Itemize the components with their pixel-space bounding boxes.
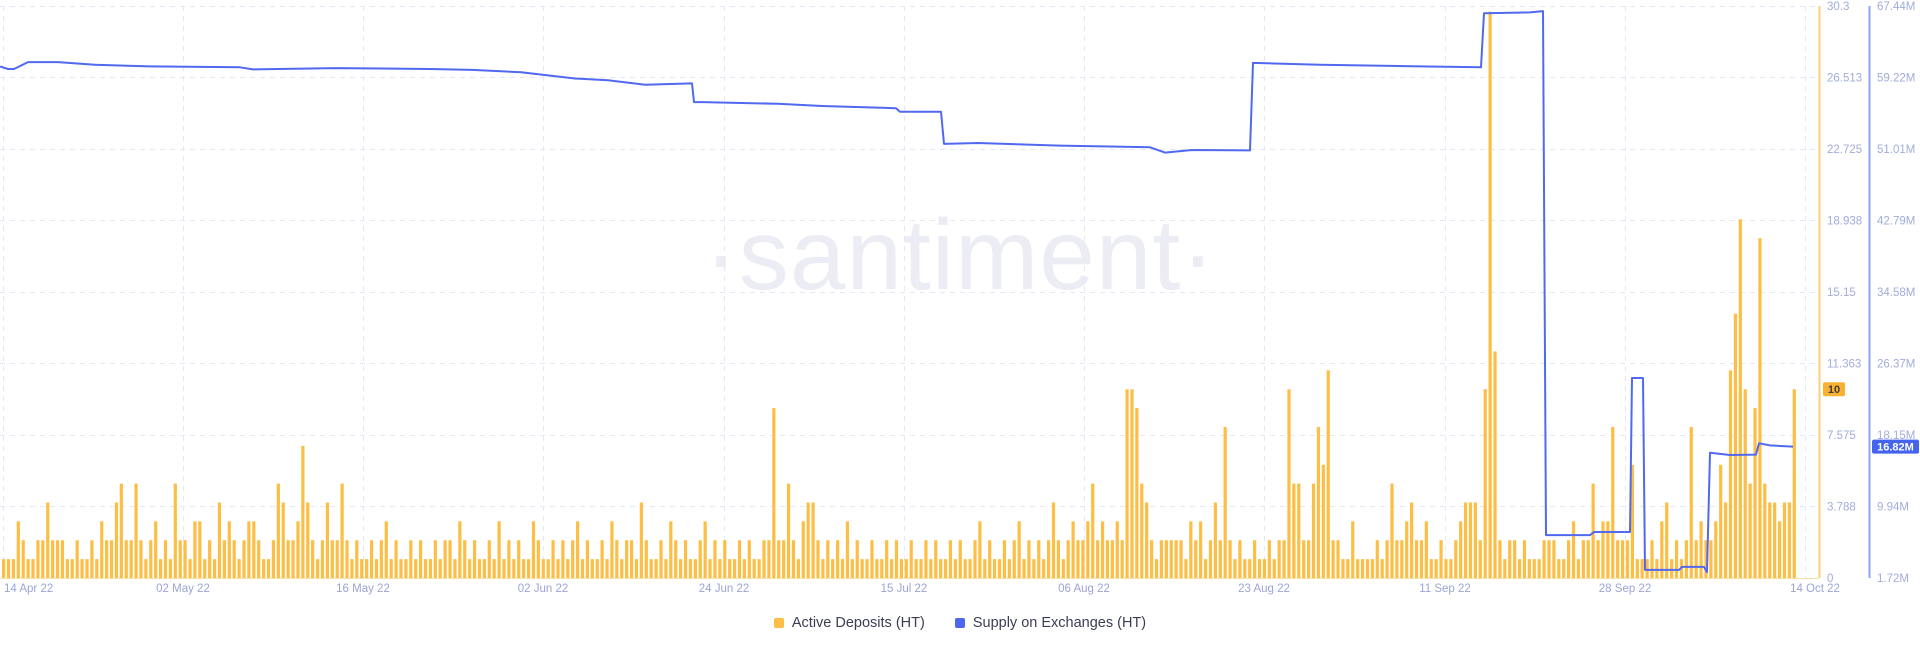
- svg-text:10: 10: [1828, 384, 1840, 396]
- svg-text:11.363: 11.363: [1827, 358, 1861, 370]
- active-deposits-bars[interactable]: [2, 11, 1796, 579]
- active-deposits-swatch-icon: [773, 618, 784, 628]
- svg-text:26.513: 26.513: [1827, 72, 1862, 84]
- legend-label: Active Deposits (HT): [791, 615, 925, 631]
- svg-text:18.15M: 18.15M: [1877, 430, 1915, 442]
- svg-text:28 Sep 22: 28 Sep 22: [1599, 583, 1651, 595]
- latest-value-badge-deposits: 10: [1823, 382, 1845, 397]
- chart-legend: Active Deposits (HT) Supply on Exchanges…: [0, 606, 1920, 640]
- svg-text:23 Aug 22: 23 Aug 22: [1238, 583, 1290, 595]
- svg-text:11 Sep 22: 11 Sep 22: [1419, 583, 1471, 595]
- deposits-axis-labels: 30.3 26.513 22.725 18.938 15.15 11.363 7.575 3.…: [1827, 1, 1862, 585]
- svg-text:06 Aug 22: 06 Aug 22: [1058, 583, 1110, 595]
- svg-text:7.575: 7.575: [1827, 430, 1856, 442]
- svg-text:1.72M: 1.72M: [1877, 573, 1909, 585]
- svg-text:02 Jun 22: 02 Jun 22: [518, 583, 569, 595]
- svg-text:14 Oct 22: 14 Oct 22: [1790, 583, 1840, 595]
- legend-item-supply-on-exchanges[interactable]: Supply on Exchanges (HT): [954, 615, 1147, 631]
- svg-text:02 May 22: 02 May 22: [156, 583, 210, 595]
- svg-text:51.01M: 51.01M: [1877, 144, 1915, 156]
- supply-on-exchanges-line[interactable]: [0, 10, 1794, 574]
- svg-text:3.788: 3.788: [1827, 501, 1856, 513]
- svg-text:14 Apr 22: 14 Apr 22: [4, 583, 53, 595]
- axis-lines: [1818, 6, 1871, 578]
- svg-text:24 Jun 22: 24 Jun 22: [699, 583, 750, 595]
- svg-text:9.94M: 9.94M: [1877, 501, 1909, 513]
- latest-value-badge-supply: 16.82M: [1872, 439, 1919, 454]
- svg-text:59.22M: 59.22M: [1877, 73, 1915, 85]
- svg-text:16 May 22: 16 May 22: [336, 583, 390, 595]
- legend-label: Supply on Exchanges (HT): [972, 615, 1147, 631]
- svg-text:16.82M: 16.82M: [1877, 442, 1914, 454]
- svg-text:42.79M: 42.79M: [1877, 216, 1915, 228]
- svg-text:0: 0: [1827, 573, 1833, 585]
- svg-text:30.3: 30.3: [1827, 1, 1849, 13]
- legend-item-active-deposits[interactable]: Active Deposits (HT): [773, 615, 925, 631]
- supply-on-exchanges-swatch-icon: [954, 618, 965, 628]
- svg-text:15.15: 15.15: [1827, 287, 1856, 299]
- svg-text:67.44M: 67.44M: [1877, 1, 1915, 13]
- svg-text:18.938: 18.938: [1827, 215, 1862, 227]
- svg-text:34.58M: 34.58M: [1877, 287, 1915, 299]
- svg-text:26.37M: 26.37M: [1877, 358, 1915, 370]
- x-axis-labels: 14 Apr 22 02 May 22 16 May 22 02 Jun 22 24 J…: [4, 583, 1840, 595]
- svg-text:22.725: 22.725: [1827, 144, 1862, 156]
- supply-axis-labels: 67.44M 59.22M 51.01M 42.79M 34.58M 26.37M 18.1…: [1877, 1, 1915, 585]
- svg-text:15 Jul 22: 15 Jul 22: [881, 583, 928, 595]
